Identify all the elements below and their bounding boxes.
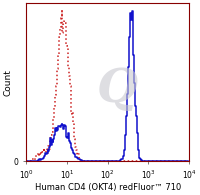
Text: Q: Q — [97, 66, 138, 112]
Y-axis label: Count: Count — [3, 69, 12, 96]
X-axis label: Human CD4 (OKT4) redFluor™ 710: Human CD4 (OKT4) redFluor™ 710 — [35, 183, 181, 191]
